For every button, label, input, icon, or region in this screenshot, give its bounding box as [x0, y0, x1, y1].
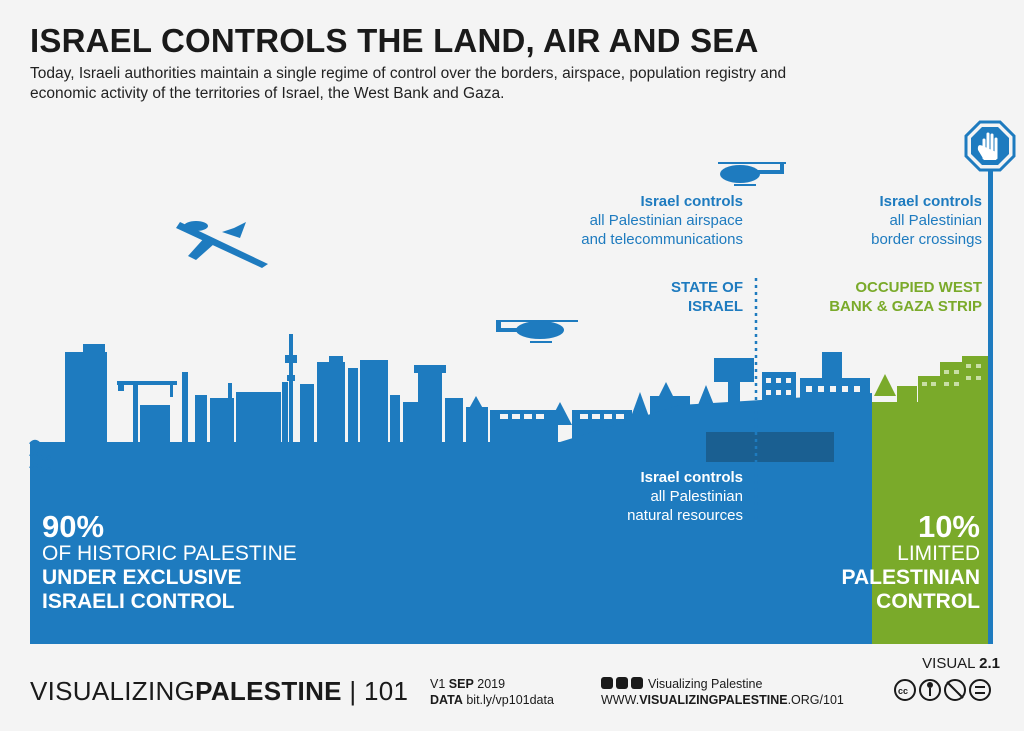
visual-number: VISUAL 2.1	[922, 655, 1000, 672]
by-icon	[919, 679, 941, 701]
drone-icon	[176, 221, 268, 268]
svg-text:cc: cc	[898, 686, 908, 696]
website-url[interactable]: WWW.VISUALIZINGPALESTINE.ORG/101	[601, 693, 844, 707]
occupied-territory-label: OCCUPIED WEST BANK & GAZA STRIP	[829, 279, 982, 315]
page-subtitle: Today, Israeli authorities maintain a si…	[30, 65, 787, 102]
aquifer-block	[706, 432, 834, 462]
nd-icon	[969, 679, 991, 701]
israel-control-stat: 90% OF HISTORIC PALESTINE UNDER EXCLUSIV…	[42, 509, 297, 613]
license-icons	[894, 679, 991, 701]
sea-waves	[29, 439, 51, 473]
state-of-israel-label: STATE OF ISRAEL	[671, 279, 743, 315]
airspace-label: Israel controls all Palestinian airspace…	[581, 193, 743, 248]
border-pole	[988, 160, 993, 644]
social-icons	[601, 677, 643, 689]
social-name: Visualizing Palestine	[648, 677, 763, 691]
resources-label: Israel controls all Palestinian natural …	[627, 469, 743, 524]
stop-hand-icon	[964, 120, 1016, 172]
borders-label: Israel controls all Palestinian border c…	[871, 193, 982, 248]
palestine-windows	[922, 364, 981, 386]
data-link[interactable]: bit.ly/vp101data	[466, 693, 554, 707]
cc-icon	[894, 679, 916, 701]
version-info: V1 SEP 2019 DATA bit.ly/vp101data	[430, 677, 554, 707]
nc-icon	[944, 679, 966, 701]
helicopter-icon-2	[496, 320, 578, 343]
brand-logo: VISUALIZINGPALESTINE | 101	[30, 676, 409, 706]
building-windows	[500, 378, 860, 419]
palestinian-control-stat: 10% LIMITED PALESTINIAN CONTROL	[841, 509, 980, 613]
helicopter-icon	[718, 162, 786, 186]
page-title: ISRAEL CONTROLS THE LAND, AIR AND SEA	[30, 22, 759, 59]
